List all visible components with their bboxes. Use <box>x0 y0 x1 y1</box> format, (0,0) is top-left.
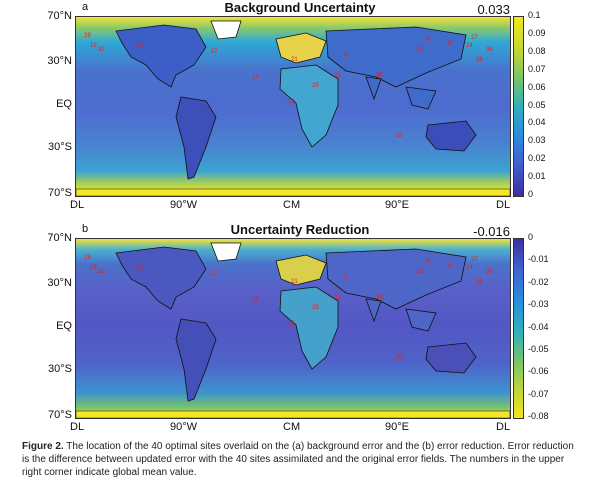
svg-text:29: 29 <box>84 33 91 39</box>
lon-label: DL <box>496 421 511 433</box>
colorbar-a <box>513 16 524 197</box>
svg-text:24: 24 <box>466 265 473 271</box>
lat-label: EQ <box>56 320 72 332</box>
colorbar-tick-label: -0.07 <box>528 388 549 399</box>
colorbar-tick-label: -0.04 <box>528 321 549 332</box>
lat-label: 70°N <box>47 232 72 244</box>
colorbar-tick-label: 0.04 <box>528 117 546 128</box>
colorbar-tick-label: 0.02 <box>528 153 546 164</box>
svg-text:36: 36 <box>476 57 483 63</box>
svg-text:20: 20 <box>396 355 403 361</box>
svg-text:6: 6 <box>448 41 452 47</box>
lon-label: DL <box>496 199 511 211</box>
caption-text: The location of the 40 optimal sites ove… <box>22 441 574 478</box>
lat-label: 30°N <box>47 277 72 289</box>
lon-label: CM <box>283 199 301 211</box>
svg-text:12: 12 <box>288 321 295 327</box>
svg-text:3: 3 <box>344 275 348 281</box>
lon-label: DL <box>70 421 85 433</box>
svg-text:19: 19 <box>90 43 97 49</box>
colorbar-tick-label: -0.01 <box>528 254 549 265</box>
colorbar-tick-label: -0.03 <box>528 299 549 310</box>
svg-text:3: 3 <box>344 53 348 59</box>
svg-text:21: 21 <box>291 279 298 285</box>
panel-uncertainty-reduction: Uncertainty Reduction b -0.016 <box>0 222 600 440</box>
colorbar-b <box>513 238 524 419</box>
global-mean-value: 0.033 <box>477 2 510 17</box>
svg-text:22: 22 <box>334 295 341 301</box>
svg-text:32: 32 <box>98 269 105 275</box>
lon-label: 90°W <box>170 421 198 433</box>
lat-label: 70°S <box>48 187 72 199</box>
svg-text:27: 27 <box>471 257 478 263</box>
lat-label: 30°S <box>48 363 72 375</box>
svg-text:21: 21 <box>291 57 298 63</box>
lat-label: 30°S <box>48 141 72 153</box>
panel-title: Uncertainty Reduction <box>230 222 370 237</box>
svg-text:35: 35 <box>376 295 383 301</box>
svg-text:22: 22 <box>334 73 341 79</box>
lon-label: 90°W <box>170 199 198 211</box>
lon-label: DL <box>70 199 85 211</box>
panel-letter: a <box>82 1 89 13</box>
svg-text:13: 13 <box>252 297 259 303</box>
colorbar-tick-label: 0.03 <box>528 135 546 146</box>
global-mean-value: -0.016 <box>473 224 510 239</box>
panel-letter: b <box>82 223 89 235</box>
svg-text:17: 17 <box>211 49 218 55</box>
svg-text:27: 27 <box>471 35 478 41</box>
svg-text:20: 20 <box>396 133 403 139</box>
lat-label: EQ <box>56 98 72 110</box>
colorbar-tick-label: 0.09 <box>528 27 546 38</box>
lon-label: CM <box>283 421 301 433</box>
lat-label: 70°S <box>48 409 72 421</box>
svg-text:16: 16 <box>136 265 143 271</box>
caption-label: Figure 2. <box>22 441 64 452</box>
svg-text:24: 24 <box>466 43 473 49</box>
svg-text:36: 36 <box>476 279 483 285</box>
svg-text:16: 16 <box>136 43 143 49</box>
colorbar-tick-label: 0.1 <box>528 10 541 20</box>
lat-label: 30°N <box>47 55 72 67</box>
svg-text:12: 12 <box>288 99 295 105</box>
svg-text:38: 38 <box>486 47 493 53</box>
svg-text:19: 19 <box>90 265 97 271</box>
svg-text:35: 35 <box>376 73 383 79</box>
colorbar-tick-label: -0.05 <box>528 343 549 354</box>
colorbar-tick-label: 0.07 <box>528 63 546 74</box>
lon-label: 90°E <box>385 421 409 433</box>
svg-text:15: 15 <box>416 47 423 53</box>
lon-label: 90°E <box>385 199 409 211</box>
svg-text:29: 29 <box>84 255 91 261</box>
colorbar-tick-label: 0.06 <box>528 81 546 92</box>
panel-title: Background Uncertainty <box>224 0 376 15</box>
svg-text:15: 15 <box>416 269 423 275</box>
world-map-b: 29 19 32 16 17 13 21 25 12 35 8 6 24 38 27 20 15 22 … <box>75 238 511 419</box>
svg-text:25: 25 <box>312 83 319 89</box>
panel-background-uncertainty: Background Uncertainty a 0.033 <box>0 0 600 218</box>
svg-text:32: 32 <box>98 47 105 53</box>
colorbar-tick-label: -0.06 <box>528 366 549 377</box>
colorbar-tick-label: -0.02 <box>528 276 549 287</box>
colorbar-tick-label: 0 <box>528 189 534 199</box>
svg-text:6: 6 <box>448 263 452 269</box>
svg-text:25: 25 <box>312 305 319 311</box>
colorbar-tick-label: 0 <box>528 232 534 242</box>
svg-text:38: 38 <box>486 269 493 275</box>
figure-caption: Figure 2. The location of the 40 optimal… <box>22 440 582 479</box>
svg-text:13: 13 <box>252 75 259 81</box>
colorbar-tick-label: 0.08 <box>528 45 546 56</box>
lat-label: 70°N <box>47 10 72 22</box>
svg-text:8: 8 <box>426 259 430 265</box>
colorbar-tick-label: -0.08 <box>528 411 549 421</box>
svg-text:17: 17 <box>211 271 218 277</box>
colorbar-tick-label: 0.01 <box>528 171 546 182</box>
svg-text:8: 8 <box>426 37 430 43</box>
colorbar-tick-label: 0.05 <box>528 99 546 110</box>
world-map-a: 29 19 32 16 17 13 21 25 12 35 8 6 24 38 27 20 15 22 … <box>75 16 511 197</box>
